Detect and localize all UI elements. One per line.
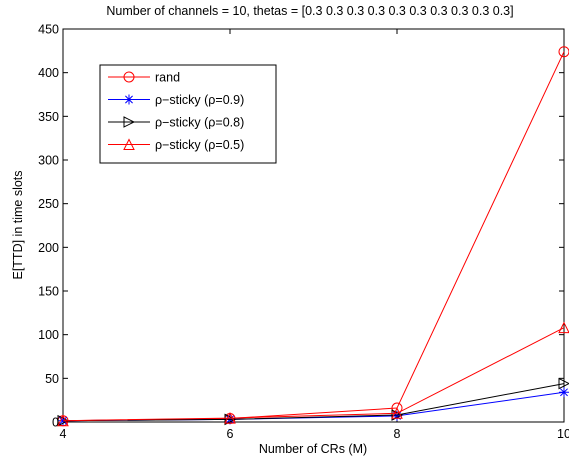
legend-label: ρ−sticky (ρ=0.8) — [155, 116, 244, 130]
y-tick-label: 100 — [38, 328, 59, 342]
legend-label: rand — [155, 71, 180, 85]
legend: rand ρ−sticky (ρ=0.9) ρ−sticky (ρ=0.8) ρ−st… — [99, 64, 277, 164]
legend-item: rand — [108, 71, 180, 85]
y-tick-label: 300 — [38, 154, 59, 168]
legend-marker — [123, 116, 136, 128]
data-point — [224, 411, 236, 424]
data-point — [224, 413, 237, 426]
legend-item: ρ−sticky (ρ=0.5) — [108, 138, 244, 152]
legend-box — [99, 64, 277, 164]
series-3 — [57, 377, 569, 427]
legend-marker — [123, 71, 135, 83]
x-tick-label: 8 — [394, 427, 401, 441]
series-layer — [57, 46, 569, 427]
data-point — [57, 414, 70, 427]
x-tick-label: 10 — [557, 427, 569, 441]
series-line — [62, 327, 565, 422]
data-point — [558, 321, 569, 334]
y-tick-label: 250 — [38, 197, 59, 211]
data-point — [559, 387, 569, 398]
legend-marker — [124, 94, 134, 105]
data-point — [57, 414, 69, 427]
legend-marker — [123, 138, 135, 150]
y-tick-label: 200 — [38, 241, 59, 255]
data-point — [558, 377, 569, 390]
y-tick-label: 450 — [38, 23, 59, 37]
x-tick-label: 6 — [227, 427, 234, 441]
x-tick-label: 4 — [60, 427, 67, 441]
chart-title: Number of channels = 10, thetas = [0.3 0… — [106, 4, 513, 18]
data-point — [391, 407, 403, 419]
legend-item: ρ−sticky (ρ=0.9) — [108, 93, 244, 107]
y-tick-label: 150 — [38, 285, 59, 299]
y-tick-label: 50 — [45, 372, 59, 386]
y-tick-label: 350 — [38, 110, 59, 124]
data-point — [391, 409, 404, 421]
data-point — [392, 410, 402, 421]
y-tick-label: 400 — [38, 66, 59, 80]
legend-label: ρ−sticky (ρ=0.5) — [155, 138, 244, 152]
x-axis-label: Number of CRs (M) — [259, 442, 367, 456]
data-point — [558, 46, 569, 58]
series-line — [62, 383, 565, 422]
y-tick-label: 0 — [52, 416, 59, 430]
series-4 — [57, 321, 569, 427]
legend-item: ρ−sticky (ρ=0.8) — [108, 116, 244, 130]
legend-label: ρ−sticky (ρ=0.9) — [155, 93, 244, 107]
y-axis-label: E[TTD] in time slots — [11, 170, 25, 279]
